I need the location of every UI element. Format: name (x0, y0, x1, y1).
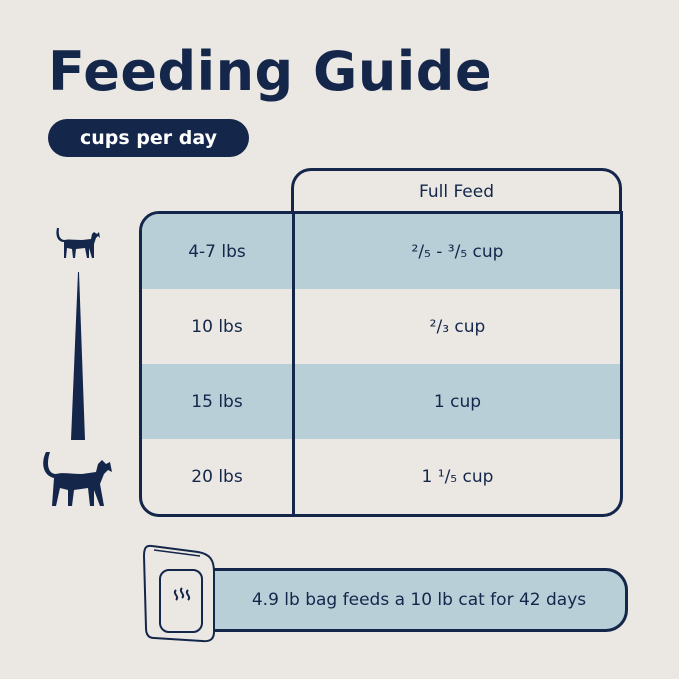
table-row: 15 lbs 1 cup (142, 364, 620, 439)
bag-duration-banner: 4.9 lb bag feeds a 10 lb cat for 42 days (205, 568, 628, 632)
food-bag-icon (142, 544, 215, 643)
weight-cell: 20 lbs (142, 439, 295, 514)
table-row: 4-7 lbs ²/₅ - ³/₅ cup (142, 214, 620, 289)
weight-cell: 10 lbs (142, 289, 295, 364)
unit-badge: cups per day (48, 119, 249, 157)
weight-cell: 15 lbs (142, 364, 295, 439)
amount-cell: ²/₅ - ³/₅ cup (411, 241, 504, 262)
table-row: 10 lbs ²/₃ cup (142, 289, 620, 364)
small-cat-icon (56, 228, 100, 258)
weight-cell: 4-7 lbs (142, 214, 295, 289)
amount-cell: 1 cup (433, 391, 482, 412)
table-row: 20 lbs 1 ¹/₅ cup (142, 439, 620, 514)
size-scale-wedge (71, 272, 85, 440)
feeding-table: 4-7 lbs ²/₅ - ³/₅ cup 10 lbs ²/₃ cup 15 … (139, 211, 623, 517)
column-header-full-feed: Full Feed (291, 168, 622, 213)
amount-cell: ²/₃ cup (429, 316, 486, 337)
page-title: Feeding Guide (48, 40, 493, 103)
large-cat-icon (43, 452, 112, 506)
amount-cell: 1 ¹/₅ cup (421, 466, 494, 487)
